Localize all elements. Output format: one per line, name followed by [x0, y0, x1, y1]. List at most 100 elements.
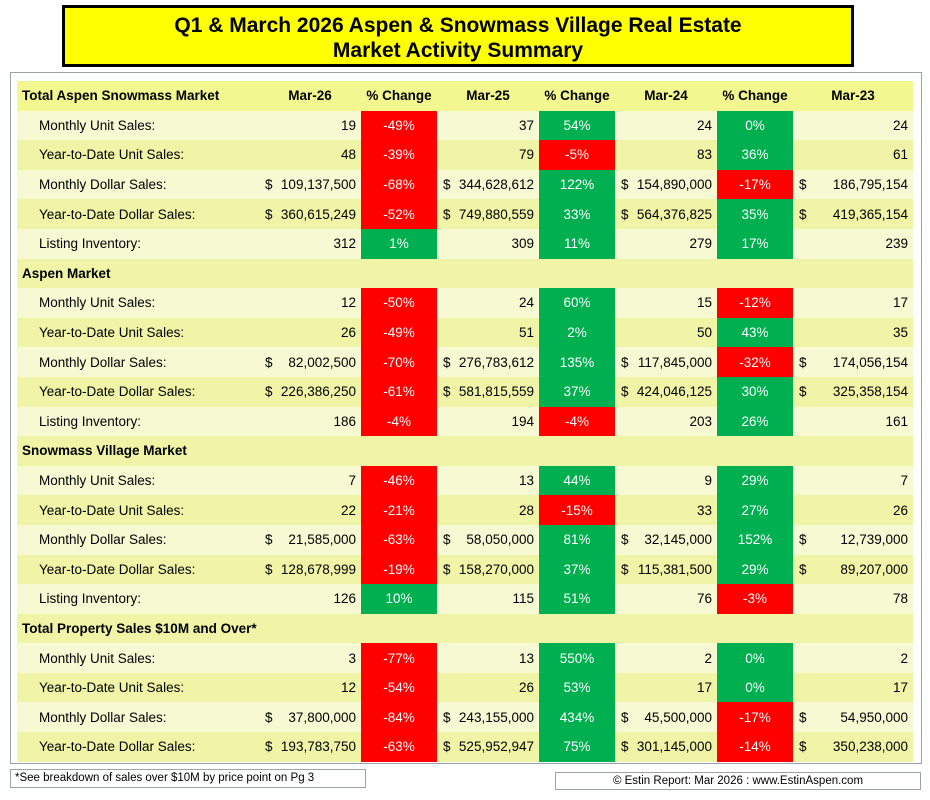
value-cell: $128,678,999 — [259, 554, 361, 585]
header-col-mar23: Mar-23 — [793, 81, 913, 111]
section-title: Total Property Sales $10M and Over* — [17, 613, 913, 644]
value-cell: 7 — [259, 465, 361, 496]
row-label: Monthly Unit Sales: — [17, 288, 259, 318]
value-text: 309 — [511, 236, 534, 252]
percent-change-cell: -77% — [361, 643, 437, 673]
header-row: Total Aspen Snowmass Market Mar-26 % Cha… — [17, 81, 913, 111]
value-text: 35 — [892, 325, 908, 341]
value-text: 89,207,000 — [840, 561, 908, 577]
percent-change-cell: -39% — [361, 140, 437, 170]
percent-change-cell: -54% — [361, 672, 437, 703]
value-cell: $89,207,000 — [793, 554, 913, 585]
value-cell: 19 — [259, 110, 361, 141]
row-label: Year-to-Date Dollar Sales: — [17, 732, 259, 762]
value-cell: 12 — [259, 672, 361, 703]
table-row: Year-to-Date Dollar Sales: $360,615,249 -5… — [17, 199, 913, 229]
percent-change-cell: 2% — [539, 317, 615, 348]
row-label: Year-to-Date Unit Sales: — [17, 672, 259, 703]
header-col-change-3: % Change — [717, 81, 793, 111]
value-text: 28 — [518, 502, 534, 518]
value-text: 115 — [512, 591, 534, 607]
value-cell: $45,500,000 — [615, 702, 717, 733]
percent-change-cell: -14% — [717, 732, 793, 762]
percent-change-cell: -46% — [361, 465, 437, 496]
value-text: 525,952,947 — [458, 739, 534, 755]
value-text: 26 — [892, 502, 908, 518]
market-summary-table: Total Aspen Snowmass Market Mar-26 % Cha… — [17, 81, 913, 762]
value-cell: $58,050,000 — [437, 524, 539, 555]
value-text: 186,795,154 — [832, 177, 908, 193]
percent-change-cell: 0% — [717, 110, 793, 141]
row-label: Year-to-Date Unit Sales: — [17, 317, 259, 348]
value-cell: 13 — [437, 465, 539, 496]
value-text: 7 — [900, 473, 908, 489]
dollar-sign: $ — [265, 561, 273, 577]
dollar-sign: $ — [621, 532, 629, 548]
value-cell: $350,238,000 — [793, 732, 913, 762]
dollar-sign: $ — [265, 384, 273, 400]
value-cell: $344,628,612 — [437, 169, 539, 200]
value-text: 15 — [696, 295, 712, 311]
value-text: 2 — [704, 650, 712, 666]
value-text: 24 — [892, 117, 908, 133]
percent-change-cell: -32% — [717, 347, 793, 377]
value-text: 3 — [348, 650, 356, 666]
value-text: 37,800,000 — [288, 709, 356, 725]
value-cell: 35 — [793, 317, 913, 348]
value-text: 61 — [892, 147, 908, 163]
value-text: 239 — [885, 236, 908, 252]
value-cell: 2 — [615, 643, 717, 673]
value-text: 82,002,500 — [288, 354, 356, 370]
value-cell: $226,386,250 — [259, 376, 361, 407]
percent-change-cell: 37% — [539, 376, 615, 407]
value-text: 325,358,154 — [832, 384, 908, 400]
row-label: Listing Inventory: — [17, 406, 259, 437]
value-cell: $581,815,559 — [437, 376, 539, 407]
value-text: 2 — [900, 650, 908, 666]
value-cell: $749,880,559 — [437, 199, 539, 229]
percent-change-cell: 135% — [539, 347, 615, 377]
value-cell: $154,890,000 — [615, 169, 717, 200]
value-cell: $12,739,000 — [793, 524, 913, 555]
value-cell: 51 — [437, 317, 539, 348]
table-row: Year-to-Date Unit Sales: 22 -21% 28 -15% 33 27… — [17, 495, 913, 525]
row-label: Monthly Unit Sales: — [17, 643, 259, 673]
footnote: *See breakdown of sales over $10M by pri… — [10, 769, 366, 788]
value-cell: $117,845,000 — [615, 347, 717, 377]
table-row: Year-to-Date Dollar Sales: $128,678,999 -1… — [17, 554, 913, 585]
dollar-sign: $ — [443, 709, 451, 725]
percent-change-cell: 10% — [361, 584, 437, 614]
value-cell: 76 — [615, 584, 717, 614]
percent-change-cell: -49% — [361, 110, 437, 141]
table-row: Year-to-Date Unit Sales: 48 -39% 79 -5% 83 36%… — [17, 140, 913, 170]
dollar-sign: $ — [443, 532, 451, 548]
table-row: Year-to-Date Unit Sales: 12 -54% 26 53% 17 0% 1… — [17, 672, 913, 703]
value-cell: $21,585,000 — [259, 524, 361, 555]
header-col-mar25: Mar-25 — [437, 81, 539, 111]
value-text: 76 — [696, 591, 712, 607]
value-cell: 239 — [793, 228, 913, 259]
percent-change-cell: 36% — [717, 140, 793, 170]
value-text: 24 — [696, 117, 712, 133]
percent-change-cell: 1% — [361, 228, 437, 259]
dollar-sign: $ — [621, 561, 629, 577]
row-label: Year-to-Date Dollar Sales: — [17, 199, 259, 229]
value-text: 83 — [696, 147, 712, 163]
value-cell: $525,952,947 — [437, 732, 539, 762]
value-cell: $564,376,825 — [615, 199, 717, 229]
value-text: 186 — [333, 413, 356, 429]
percent-change-cell: 29% — [717, 465, 793, 496]
dollar-sign: $ — [799, 384, 807, 400]
value-text: 50 — [696, 325, 712, 341]
dollar-sign: $ — [621, 739, 629, 755]
dollar-sign: $ — [265, 354, 273, 370]
value-text: 7 — [348, 473, 356, 489]
dollar-sign: $ — [799, 532, 807, 548]
value-cell: 24 — [615, 110, 717, 141]
value-cell: 50 — [615, 317, 717, 348]
percent-change-cell: -12% — [717, 288, 793, 318]
percent-change-cell: -4% — [361, 406, 437, 437]
value-text: 79 — [518, 147, 534, 163]
value-cell: $276,783,612 — [437, 347, 539, 377]
percent-change-cell: 53% — [539, 672, 615, 703]
